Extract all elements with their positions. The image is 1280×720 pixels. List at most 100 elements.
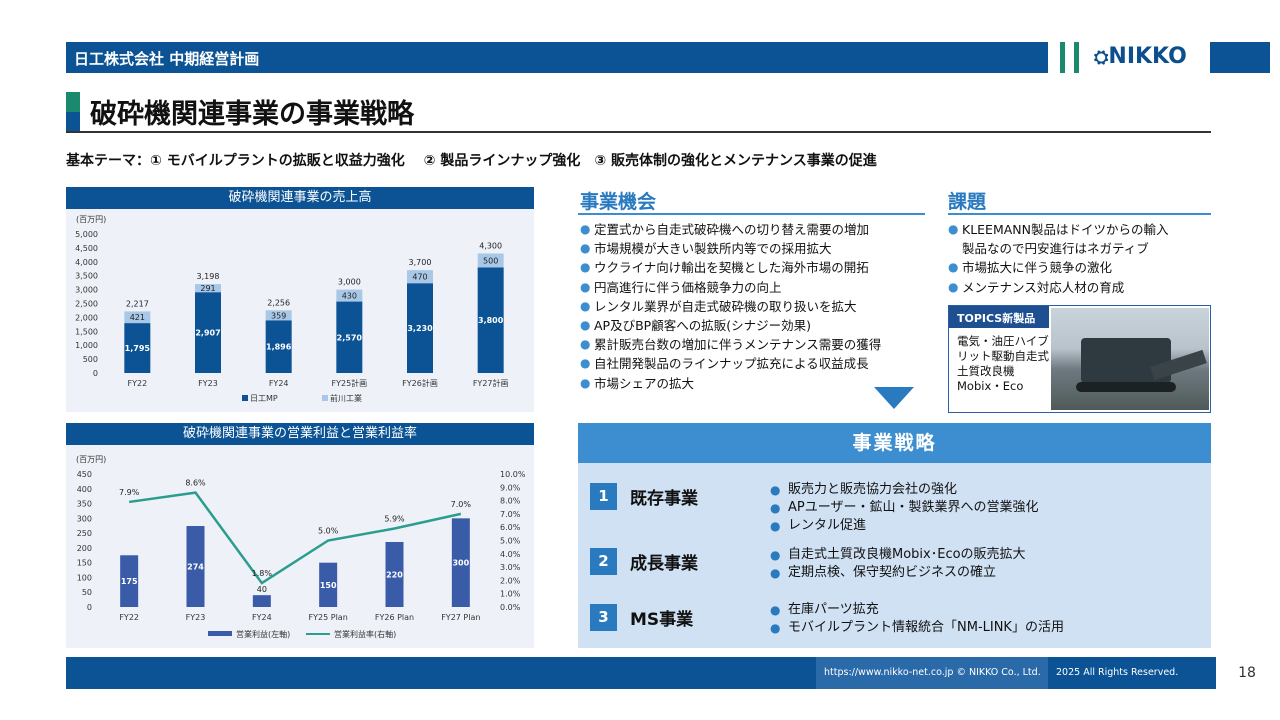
x-tick-label: FY25計画 bbox=[331, 378, 367, 388]
x-tick-label: FY26 Plan bbox=[375, 613, 414, 622]
list-item: 市場拡大に伴う競争の激化 bbox=[948, 258, 1211, 277]
y-tick-label: 2,500 bbox=[75, 300, 98, 309]
bar-value-label: 220 bbox=[386, 570, 403, 579]
bar-operating-profit bbox=[120, 555, 139, 607]
bar-operating-profit bbox=[385, 541, 404, 607]
issues-title: 課題 bbox=[948, 191, 987, 213]
basic-theme: 基本テーマ：① モバイルプラントの拡販と収益力強化 ② 製品ラインナップ強化 ③… bbox=[66, 153, 877, 169]
x-tick-label: FY23 bbox=[186, 613, 206, 622]
line-value-label: 7.0% bbox=[451, 500, 472, 509]
bar-total-label: 4,300 bbox=[479, 241, 502, 250]
y-tick-label: 4,500 bbox=[75, 244, 98, 253]
page-title: 破砕機関連事業の事業戦略 bbox=[90, 99, 414, 130]
bar-value-label: 2,570 bbox=[337, 333, 363, 342]
y-tick-label: 0 bbox=[93, 369, 98, 378]
y-axis-unit: (百万円) bbox=[76, 455, 106, 464]
row-label: MS事業 bbox=[630, 610, 694, 630]
list-item: 定期点検、保守契約ビジネスの確立 bbox=[770, 564, 1026, 582]
list-item: ウクライナ向け輸出を契機とした海外市場の開拓 bbox=[580, 258, 925, 277]
issues-divider bbox=[948, 213, 1211, 215]
x-tick-label: FY22 bbox=[127, 379, 147, 388]
arrow-down-icon bbox=[874, 387, 914, 409]
y-tick-label: 5,000 bbox=[75, 230, 98, 239]
y-tick-label: 4,000 bbox=[75, 258, 98, 267]
topics-head: TOPICS新製品 bbox=[949, 306, 1049, 328]
list-item: 累計販売台数の増加に伴うメンテナンス需要の獲得 bbox=[580, 335, 925, 354]
bar-nikko-mp bbox=[265, 320, 292, 373]
sales-chart-panel: 破砕機関連事業の売上高 (百万円) 0 500 1,000 1,500 2,000 2,50… bbox=[66, 187, 534, 412]
bar-operating-profit bbox=[451, 518, 470, 607]
bar-total-label: 2,256 bbox=[267, 298, 290, 307]
list-item: 市場規模が大きい製鉄所内等での採用拡大 bbox=[580, 239, 925, 258]
x-tick-label: FY27 Plan bbox=[441, 613, 480, 622]
title-accent bbox=[66, 92, 80, 132]
y-tick-label: 450 bbox=[77, 470, 92, 479]
row-items: 在庫パーツ拡充 モバイルプラント情報統合「NM-LINK」の活用 bbox=[770, 601, 1064, 637]
y2-tick-label: 3.0% bbox=[500, 563, 521, 572]
logo-bar-right bbox=[1210, 42, 1270, 73]
bar-maekawa bbox=[265, 310, 292, 321]
list-item: モバイルプラント情報統合「NM-LINK」の活用 bbox=[770, 619, 1064, 637]
y-tick-label: 200 bbox=[77, 544, 92, 553]
y2-tick-label: 2.0% bbox=[500, 576, 521, 585]
row-number: 1 bbox=[590, 483, 617, 510]
row-items: 自走式土質改良機Mobix･Ecoの販売拡大 定期点検、保守契約ビジネスの確立 bbox=[770, 546, 1026, 582]
y-tick-label: 300 bbox=[77, 514, 92, 523]
bar-total-label: 3,000 bbox=[338, 278, 361, 287]
list-item: 自走式土質改良機Mobix･Ecoの販売拡大 bbox=[770, 546, 1026, 564]
row-number: 3 bbox=[590, 604, 617, 631]
footer-url-bg bbox=[816, 657, 1048, 689]
bar-value-label: 1,896 bbox=[266, 343, 292, 352]
row-items: 販売力と販売協力会社の強化 APユーザー・鉱山・製鉄業界への営業強化 レンタル促… bbox=[770, 481, 1038, 535]
header-bar: 日工株式会社 中期経営計画 bbox=[66, 42, 1048, 73]
logo-text: ⛭NIKKO bbox=[1094, 44, 1187, 69]
profit-chart: (百万円) 0 50 100 150 200 250 300 350 400 450 0.0% 1.0%… bbox=[76, 455, 526, 639]
legend-label: 日工MP bbox=[250, 394, 278, 403]
line-value-label: 7.9% bbox=[119, 488, 140, 497]
track-shape bbox=[1076, 382, 1176, 392]
bar-value-label: 421 bbox=[130, 313, 145, 322]
y-tick-label: 50 bbox=[82, 588, 92, 597]
list-item: 在庫パーツ拡充 bbox=[770, 601, 1064, 619]
legend-swatch bbox=[208, 631, 232, 636]
y-tick-label: 0 bbox=[87, 603, 92, 612]
y-tick-label: 150 bbox=[77, 559, 92, 568]
y-tick-label: 350 bbox=[77, 500, 92, 509]
bar-operating-profit bbox=[319, 562, 338, 607]
strategy-title: 事業戦略 bbox=[578, 423, 1211, 463]
bar-maekawa bbox=[124, 311, 151, 324]
bar-value-label: 291 bbox=[200, 284, 215, 293]
legend-label: 前川工業 bbox=[330, 393, 362, 403]
row-label: 成長事業 bbox=[630, 554, 698, 574]
footer-url: https://www.nikko-net.co.jp © NIKKO Co.,… bbox=[824, 667, 1041, 678]
bar-value-label: 1,795 bbox=[125, 344, 151, 353]
topics-box: TOPICS新製品 電気・油圧ハイブリット駆動自走式土質改良機Mobix・Eco bbox=[948, 305, 1211, 413]
bar-value-label: 274 bbox=[187, 563, 204, 572]
bar-value-label: 2,907 bbox=[195, 329, 220, 338]
x-tick-label: FY24 bbox=[269, 379, 289, 388]
y2-tick-label: 9.0% bbox=[500, 483, 521, 492]
list-item: レンタル促進 bbox=[770, 517, 1038, 535]
bar-nikko-mp bbox=[124, 323, 151, 373]
y2-tick-label: 0.0% bbox=[500, 603, 521, 612]
line-value-label: 1.8% bbox=[252, 569, 273, 578]
bar-value-label: 150 bbox=[320, 581, 337, 590]
bar-maekawa bbox=[477, 253, 504, 268]
y-tick-label: 3,500 bbox=[75, 272, 98, 281]
line-value-label: 5.9% bbox=[384, 515, 405, 524]
bar-value-label: 470 bbox=[412, 273, 427, 282]
bar-total-label: 2,217 bbox=[126, 299, 149, 308]
list-item: 市場シェアの拡大 bbox=[580, 374, 925, 393]
bar-maekawa bbox=[407, 270, 433, 284]
bar-total-label: 3,700 bbox=[409, 258, 432, 267]
y2-tick-label: 6.0% bbox=[500, 523, 521, 532]
legend-swatch bbox=[322, 395, 328, 401]
legend-label: 営業利益率(右軸) bbox=[334, 629, 396, 639]
list-item: 販売力と販売協力会社の強化 bbox=[770, 481, 1038, 499]
y2-tick-label: 5.0% bbox=[500, 537, 521, 546]
y2-tick-label: 1.0% bbox=[500, 590, 521, 599]
list-item: AP及びBP顧客への拡販(シナジー効果) bbox=[580, 316, 925, 335]
x-tick-label: FY24 bbox=[252, 613, 272, 622]
y-tick-label: 1,500 bbox=[75, 327, 98, 336]
